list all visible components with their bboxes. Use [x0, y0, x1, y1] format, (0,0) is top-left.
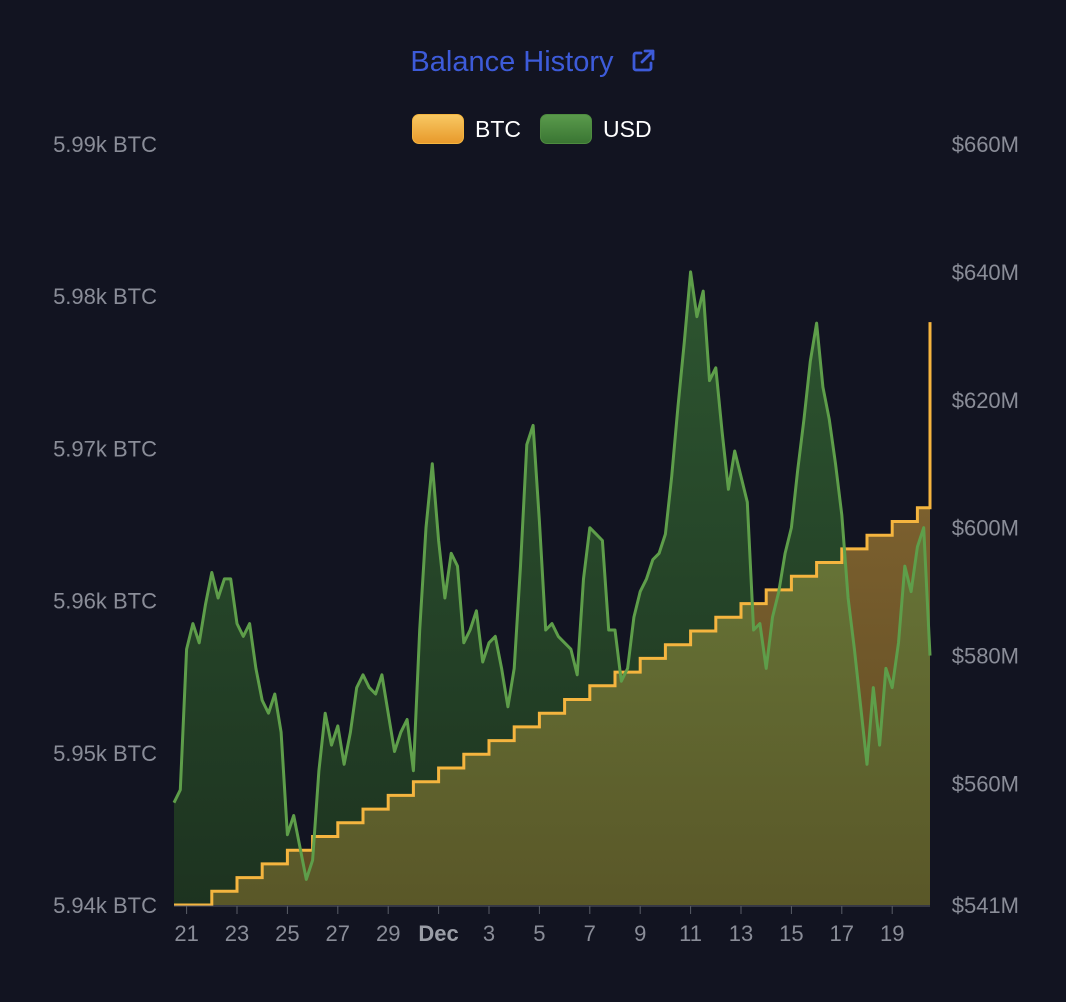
- y-right-tick-label: $560M: [952, 771, 1019, 796]
- y-left-tick-label: 5.94k BTC: [53, 893, 157, 918]
- chart-title: Balance History: [410, 46, 614, 78]
- x-tick-label: 17: [830, 921, 854, 946]
- y-left-tick-label: 5.99k BTC: [53, 132, 157, 157]
- chart-legend: BTC USD: [0, 113, 1066, 145]
- legend-label-usd: USD: [603, 115, 652, 142]
- x-tick-label: 7: [584, 921, 596, 946]
- chart-title-link[interactable]: Balance History: [0, 40, 1066, 87]
- y-right-tick-label: $580M: [952, 644, 1019, 669]
- x-tick-label: 11: [679, 921, 702, 946]
- legend-swatch-usd: [540, 114, 592, 144]
- y-right-tick-label: $640M: [952, 260, 1019, 285]
- legend-item-btc[interactable]: BTC: [412, 113, 521, 145]
- y-right-tick-label: $660M: [952, 132, 1019, 157]
- x-tick-label: 19: [880, 921, 904, 946]
- y-left-tick-label: 5.98k BTC: [53, 284, 157, 309]
- y-right-tick-label: $541M: [952, 893, 1019, 918]
- series-lines: [172, 270, 932, 907]
- x-tick-label: Dec: [418, 921, 458, 946]
- x-tick-label: 15: [779, 921, 803, 946]
- x-tick-label: 25: [275, 921, 299, 946]
- external-link-icon[interactable]: [630, 43, 656, 87]
- x-tick-label: 23: [225, 921, 249, 946]
- usd-series-line: [172, 270, 932, 881]
- x-tick-label: 27: [326, 921, 350, 946]
- legend-swatch-btc: [412, 114, 464, 144]
- y-left-tick-label: 5.95k BTC: [53, 741, 157, 766]
- area-fills: [174, 271, 930, 906]
- legend-label-btc: BTC: [475, 115, 521, 142]
- x-tick-label: 3: [483, 921, 495, 946]
- y-left-tick-label: 5.97k BTC: [53, 436, 157, 461]
- x-tick-label: 9: [634, 921, 646, 946]
- x-tick-label: 5: [533, 921, 545, 946]
- legend-item-usd[interactable]: USD: [540, 113, 652, 145]
- x-tick-label: 29: [376, 921, 400, 946]
- y-right-tick-label: $620M: [952, 388, 1019, 413]
- y-right-tick-label: $600M: [952, 516, 1019, 541]
- x-tick-label: 21: [174, 921, 198, 946]
- btc-series-line: [174, 322, 932, 907]
- x-tick-label: 13: [729, 921, 753, 946]
- y-left-tick-label: 5.96k BTC: [53, 589, 157, 614]
- axes: 5.94k BTC 5.95k BTC 5.96k BTC 5.97k BTC 5.98…: [53, 132, 1019, 946]
